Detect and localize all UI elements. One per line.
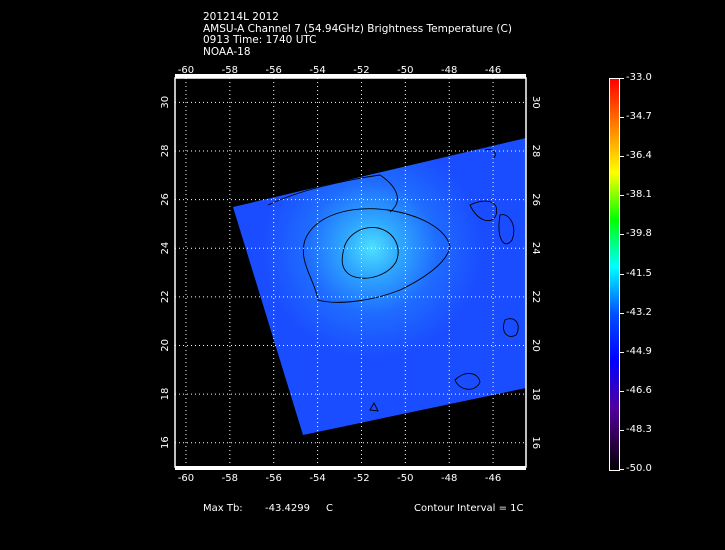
x-tick-labels-top: -60 -58 -56 -54 -52 -50 -48 -46 — [178, 65, 501, 76]
y-tick-label: 26 — [160, 193, 171, 206]
y-tick-label: 24 — [530, 242, 541, 255]
contour-lines — [267, 149, 519, 412]
max-tb-unit: C — [326, 503, 333, 514]
y-tick-label: 22 — [530, 290, 541, 303]
x-tick-label: -46 — [485, 473, 501, 484]
y-tick-labels-left: 16 18 20 22 24 26 28 30 — [160, 96, 171, 449]
color-scale-tick — [619, 469, 624, 470]
color-scale-tick — [619, 234, 624, 236]
y-tick-label: 20 — [160, 339, 171, 352]
color-scale-label: -44.9 — [626, 345, 652, 357]
color-scale-tick — [619, 156, 624, 158]
color-scale-bar — [609, 78, 620, 471]
y-tick-label: 30 — [530, 96, 541, 109]
y-tick-label: 20 — [530, 339, 541, 352]
satellite-swath — [233, 138, 526, 435]
x-tick-label: -50 — [397, 473, 413, 484]
x-tick-label: -48 — [441, 65, 457, 76]
y-tick-label: 22 — [160, 290, 171, 303]
x-tick-label: -52 — [353, 65, 369, 76]
max-tb-label: Max Tb: — [203, 503, 243, 514]
title-line-3: 0913 Time: 1740 UTC — [203, 34, 317, 46]
x-tick-label: -60 — [178, 65, 194, 76]
max-tb-value: -43.4299 — [265, 503, 310, 514]
x-tick-label: -46 — [485, 65, 501, 76]
y-tick-label: 30 — [160, 96, 171, 109]
x-tick-label: -60 — [178, 473, 194, 484]
x-tick-label: -56 — [266, 473, 282, 484]
color-scale-tick — [619, 390, 624, 392]
x-tick-label: -56 — [266, 65, 282, 76]
x-tick-label: -52 — [353, 473, 369, 484]
color-scale-tick — [619, 117, 624, 119]
x-tick-label: -54 — [309, 473, 325, 484]
x-tick-label: -58 — [222, 65, 238, 76]
y-tick-label: 16 — [160, 436, 171, 449]
color-scale-label: -34.7 — [626, 111, 652, 123]
x-tick-label: -50 — [397, 65, 413, 76]
x-tick-labels-bottom: -60 -58 -56 -54 -52 -50 -48 -46 — [178, 473, 501, 484]
x-tick-label: -48 — [441, 473, 457, 484]
color-scale-tick — [619, 351, 624, 353]
y-tick-label: 16 — [530, 436, 541, 449]
color-scale-tick — [619, 312, 624, 314]
color-scale-label: -36.4 — [626, 150, 652, 162]
color-scale-tick — [619, 429, 624, 431]
color-scale-label: -41.5 — [626, 267, 652, 279]
y-tick-label: 18 — [530, 388, 541, 401]
y-tick-label: 24 — [160, 242, 171, 255]
color-scale-label: -38.1 — [626, 189, 652, 201]
x-tick-label: -54 — [309, 65, 325, 76]
title-line-1: 201214L 2012 — [203, 11, 279, 23]
y-tick-label: 26 — [530, 193, 541, 206]
x-tick-label: -58 — [222, 473, 238, 484]
title-block: 201214L 2012 AMSU-A Channel 7 (54.94GHz)… — [203, 11, 512, 58]
graticule — [175, 78, 526, 467]
color-scale-label: -46.6 — [626, 384, 652, 396]
y-tick-labels-right: 16 18 20 22 24 26 28 30 — [530, 96, 541, 449]
color-scale-tick — [619, 195, 624, 197]
color-scale-label: -39.8 — [626, 228, 652, 240]
color-scale-tick — [619, 273, 624, 275]
y-tick-label: 18 — [160, 388, 171, 401]
title-line-2: AMSU-A Channel 7 (54.94GHz) Brightness T… — [203, 22, 512, 35]
y-tick-label: 28 — [530, 145, 541, 158]
color-scale-label: -33.0 — [626, 72, 652, 83]
color-scale-label: -48.3 — [626, 423, 652, 435]
color-scale-label: -50.0 — [626, 463, 652, 474]
y-tick-label: 28 — [160, 145, 171, 158]
color-scale-label: -43.2 — [626, 306, 652, 318]
color-scale-tick — [619, 78, 624, 79]
contour-interval: Contour Interval = 1C — [414, 503, 524, 514]
title-line-4: NOAA-18 — [203, 45, 251, 58]
